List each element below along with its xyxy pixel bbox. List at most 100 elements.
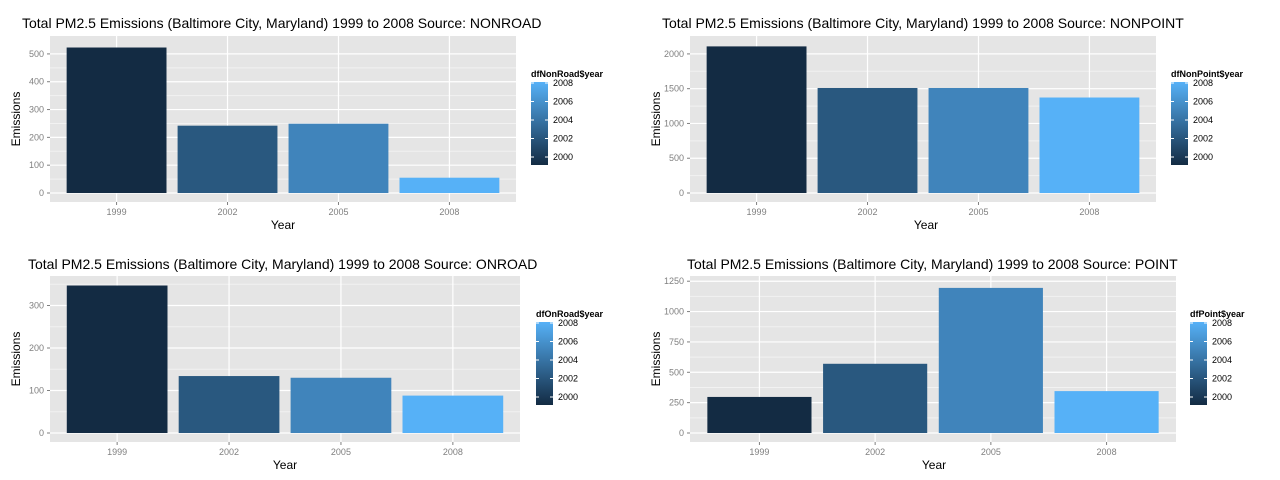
bar-1999 <box>707 396 812 433</box>
bars <box>66 285 504 433</box>
y-tick-label: 0 <box>679 188 684 198</box>
legend-label: 2008 <box>1193 78 1213 88</box>
y-axis-title: Emissions <box>9 92 23 147</box>
legend-title: dfPoint$year <box>1190 309 1245 319</box>
bar-2002 <box>177 125 278 193</box>
legend-label: 2006 <box>1193 97 1213 107</box>
legend-title: dfNonRoad$year <box>531 69 604 79</box>
bar-1999 <box>706 46 807 194</box>
bar-2008 <box>402 395 504 433</box>
y-tick-label: 1250 <box>664 276 684 286</box>
y-tick-label: 2000 <box>664 49 684 59</box>
x-tick-labels: 1999 2002 2005 2008 <box>749 442 1117 457</box>
x-tick-label: 2005 <box>331 447 351 457</box>
y-tick-label: 750 <box>669 337 684 347</box>
bar-2005 <box>928 87 1029 193</box>
x-tick-label: 2005 <box>981 447 1001 457</box>
bar-2002 <box>817 87 918 193</box>
x-tick-label: 2002 <box>858 207 878 217</box>
y-tick-label: 300 <box>29 105 44 115</box>
y-tick-label: 200 <box>29 132 44 142</box>
legend-label: 2008 <box>553 78 573 88</box>
x-axis-title: Year <box>922 458 946 472</box>
y-tick-label: 250 <box>669 398 684 408</box>
y-axis-title: Emissions <box>649 92 663 147</box>
chart-svg-onroad: Total PM2.5 Emissions (Baltimore City, M… <box>9 256 604 472</box>
x-tick-label: 2008 <box>1079 207 1099 217</box>
chart-svg-nonroad: Total PM2.5 Emissions (Baltimore City, M… <box>9 15 604 232</box>
y-tick-label: 500 <box>669 153 684 163</box>
legend: dfNonRoad$year 2008 2006 2004 2002 2000 <box>531 69 604 165</box>
legend-label: 2000 <box>1193 152 1213 162</box>
legend-labels: 2008 2006 2004 2002 2000 <box>1190 318 1232 402</box>
y-tick-labels: 0 500 1000 1500 2000 <box>664 49 690 198</box>
chart-title: Total PM2.5 Emissions (Baltimore City, M… <box>662 15 1184 31</box>
x-tick-label: 2002 <box>218 207 238 217</box>
legend-labels: 2008 2006 2004 2002 2000 <box>536 318 578 402</box>
y-tick-label: 1000 <box>664 118 684 128</box>
y-tick-label: 0 <box>39 188 44 198</box>
legend-label: 2006 <box>1212 337 1232 347</box>
legend-label: 2002 <box>1212 374 1232 384</box>
legend-label: 2002 <box>1193 134 1213 144</box>
legend-colorbar <box>1171 82 1188 165</box>
y-tick-label: 300 <box>29 301 44 311</box>
bar-2002 <box>823 363 928 433</box>
x-tick-label: 1999 <box>747 207 767 217</box>
x-tick-label: 1999 <box>107 447 127 457</box>
y-axis-title: Emissions <box>9 332 23 387</box>
legend-label: 2000 <box>558 392 578 402</box>
legend-label: 2006 <box>558 337 578 347</box>
y-axis-title: Emissions <box>649 332 663 387</box>
x-tick-label: 2008 <box>439 207 459 217</box>
y-tick-labels: 0 250 500 750 1000 1250 <box>664 276 690 438</box>
chart-panel-point: Total PM2.5 Emissions (Baltimore City, M… <box>640 240 1280 480</box>
chart-panel-onroad: Total PM2.5 Emissions (Baltimore City, M… <box>0 240 640 480</box>
legend-label: 2004 <box>553 115 573 125</box>
legend-label: 2008 <box>1212 318 1232 328</box>
y-tick-labels: 0 100 200 300 <box>29 301 50 438</box>
x-tick-label: 2005 <box>328 207 348 217</box>
legend-label: 2004 <box>1212 355 1232 365</box>
y-tick-label: 100 <box>29 386 44 396</box>
bar-2005 <box>290 377 392 433</box>
bar-2005 <box>288 123 389 193</box>
x-axis-title: Year <box>273 458 297 472</box>
y-tick-label: 100 <box>29 160 44 170</box>
bars <box>706 46 1140 194</box>
chart-title: Total PM2.5 Emissions (Baltimore City, M… <box>22 15 542 31</box>
x-axis-title: Year <box>914 218 938 232</box>
legend-labels: 2008 2006 2004 2002 2000 <box>531 78 573 162</box>
y-tick-label: 0 <box>679 428 684 438</box>
legend-label: 2008 <box>558 318 578 328</box>
bars <box>66 47 500 193</box>
chart-panel-nonpoint: Total PM2.5 Emissions (Baltimore City, M… <box>640 0 1280 240</box>
y-tick-labels: 0 100 200 300 400 500 <box>29 49 50 198</box>
y-tick-label: 500 <box>669 367 684 377</box>
y-tick-label: 400 <box>29 77 44 87</box>
x-axis-title: Year <box>271 218 295 232</box>
x-tick-labels: 1999 2002 2005 2008 <box>747 202 1099 217</box>
y-tick-label: 0 <box>39 428 44 438</box>
chart-panel-nonroad: Total PM2.5 Emissions (Baltimore City, M… <box>0 0 640 240</box>
bars <box>707 287 1159 433</box>
bar-2002 <box>178 376 280 433</box>
legend-colorbar <box>1190 322 1207 405</box>
bar-2005 <box>938 287 1043 433</box>
x-tick-label: 2008 <box>443 447 463 457</box>
x-tick-label: 1999 <box>107 207 127 217</box>
legend-label: 2006 <box>553 97 573 107</box>
y-tick-label: 500 <box>29 49 44 59</box>
legend-label: 2000 <box>1212 392 1232 402</box>
legend-label: 2002 <box>553 134 573 144</box>
legend-label: 2000 <box>553 152 573 162</box>
legend-title: dfOnRoad$year <box>536 309 604 319</box>
bar-2008 <box>1054 391 1159 433</box>
legend: dfNonPoint$year 2008 2006 2004 2002 2000 <box>1171 69 1244 165</box>
legend-label: 2002 <box>558 374 578 384</box>
chart-title: Total PM2.5 Emissions (Baltimore City, M… <box>28 256 537 272</box>
x-tick-label: 2002 <box>219 447 239 457</box>
legend-label: 2004 <box>1193 115 1213 125</box>
legend: dfPoint$year 2008 2006 2004 2002 2000 <box>1190 309 1245 405</box>
chart-title: Total PM2.5 Emissions (Baltimore City, M… <box>687 256 1178 272</box>
